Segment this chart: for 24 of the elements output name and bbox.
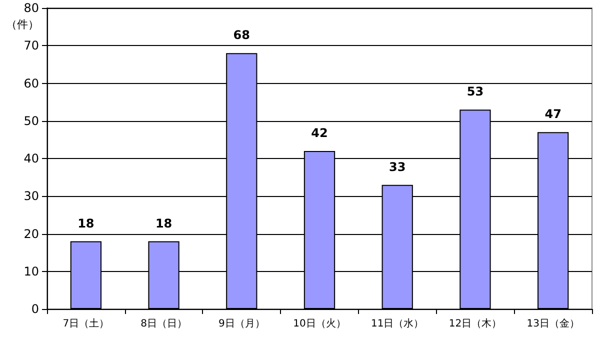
- x-tick-label: 13日（金）: [526, 318, 580, 330]
- data-label: 18: [155, 216, 172, 230]
- y-tick-label: 70: [24, 38, 39, 53]
- x-tick-label: 11日（水）: [370, 318, 424, 330]
- data-label: 18: [78, 216, 94, 230]
- y-tick-label: 50: [24, 114, 39, 128]
- y-tick-label: 0: [31, 302, 39, 316]
- y-axis-title: （件）: [6, 18, 39, 31]
- data-label: 33: [389, 160, 406, 174]
- x-tick-label: 7日（土）: [62, 318, 110, 330]
- x-tick-label: 10日（火）: [293, 318, 346, 330]
- y-tick-label: 20: [24, 226, 39, 241]
- y-tick-label: 40: [24, 152, 39, 166]
- y-tick-label: 60: [24, 76, 39, 90]
- x-tick-label: 12日（木）: [448, 318, 502, 330]
- data-label: 53: [466, 84, 484, 99]
- y-tick-label: 80: [24, 1, 39, 15]
- y-tick-label: 10: [24, 264, 39, 278]
- y-tick-label: 30: [24, 189, 39, 204]
- data-label: 68: [233, 28, 250, 42]
- data-label: 47: [544, 107, 562, 122]
- x-tick-label: 8日（日）: [140, 318, 187, 330]
- data-label: 42: [311, 126, 328, 140]
- x-tick-label: 9日（月）: [218, 318, 265, 330]
